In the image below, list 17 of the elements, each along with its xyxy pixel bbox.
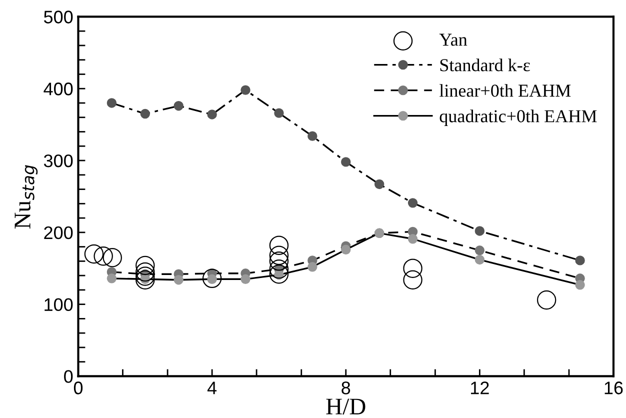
x-tick-label: 16: [604, 382, 623, 394]
legend-label: Standard k-ε: [440, 58, 530, 72]
legend-label: linear+0th EAHM: [439, 84, 571, 97]
y-tick-label: 0: [64, 370, 73, 383]
y-tick-label: 400: [44, 82, 73, 96]
legend-label: quadratic+0th EAHM: [440, 110, 597, 126]
x-axis-title: H/D: [326, 398, 366, 415]
y-tick-label: 500: [44, 10, 73, 24]
legend-label: Yan: [439, 34, 468, 46]
y-tick-label: 200: [44, 226, 73, 240]
y-tick-label: 100: [44, 298, 73, 312]
x-tick-label: 12: [471, 382, 489, 394]
x-tick-label: 0: [74, 382, 83, 394]
y-axis-title: Nu$_{stag}$: [14, 165, 38, 229]
x-tick-label: 8: [342, 382, 350, 394]
y-tick-label: 300: [44, 154, 73, 168]
x-tick-label: 4: [207, 382, 217, 394]
